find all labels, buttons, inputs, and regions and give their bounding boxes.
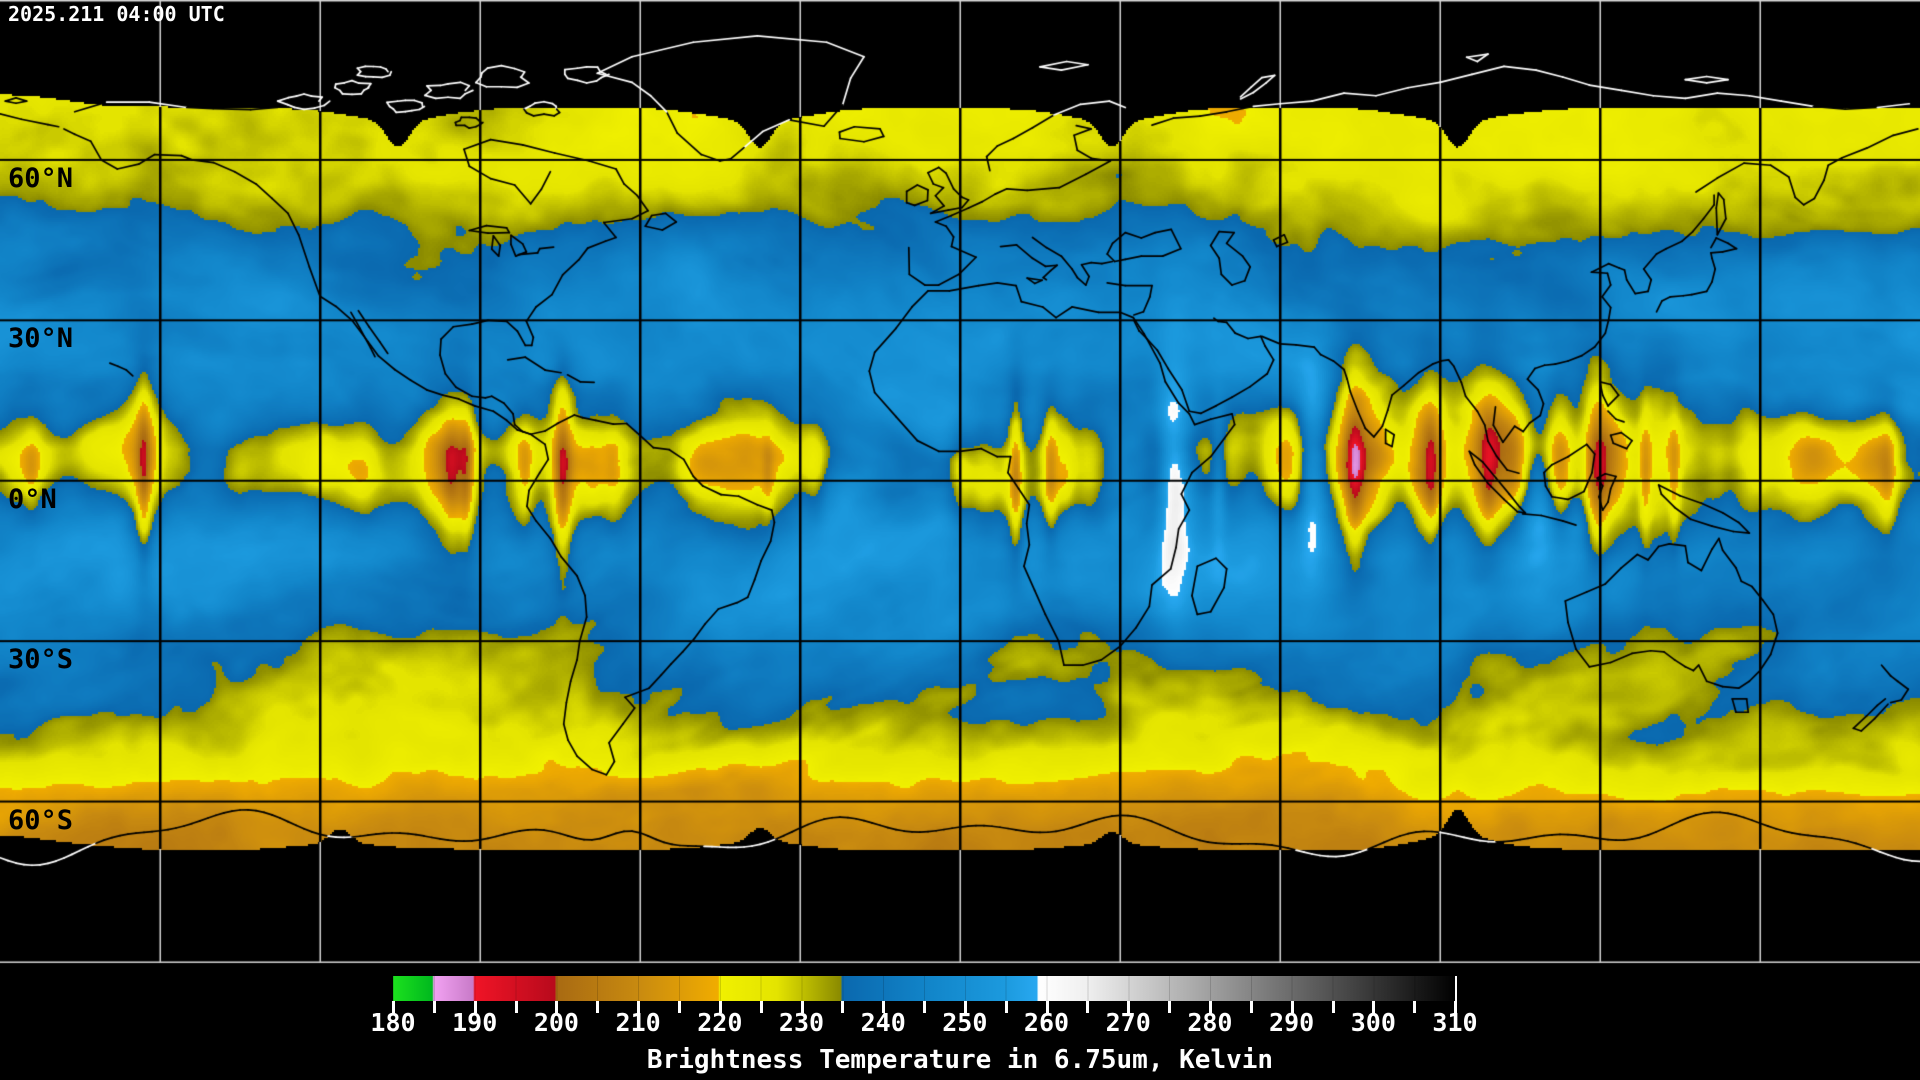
colorbar-tick — [432, 1001, 436, 1013]
colorbar-tick — [963, 1001, 967, 1013]
colorbar-tick — [473, 1001, 477, 1013]
colorbar-tick — [514, 1001, 518, 1013]
latitude-label: 30°S — [8, 644, 74, 675]
timestamp: 2025.211 04:00 UTC — [8, 2, 225, 26]
colorbar-tick — [718, 1001, 722, 1013]
colorbar-tick — [1290, 1001, 1294, 1013]
colorbar-tick — [841, 1001, 845, 1013]
colorbar-tick — [759, 1001, 763, 1013]
colorbar-tick — [637, 1001, 641, 1013]
colorbar-tick — [1249, 1001, 1253, 1013]
colorbar-tick — [1127, 1001, 1131, 1013]
latitude-label: 0°N — [8, 484, 57, 515]
colorbar-tick — [1454, 1001, 1457, 1013]
colorbar-tick — [1331, 1001, 1335, 1013]
colorbar-tick-label: 260 — [1023, 1008, 1070, 1037]
colorbar-tick — [882, 1001, 886, 1013]
colorbar-tick — [1413, 1001, 1417, 1013]
colorbar-tick — [555, 1001, 559, 1013]
colorbar-tick-label: 270 — [1105, 1008, 1151, 1037]
colorbar-tick — [923, 1001, 926, 1013]
colorbar-tick-label: 290 — [1269, 1008, 1315, 1037]
colorbar-tick-label: 230 — [778, 1008, 825, 1037]
colorbar-tick-label: 310 — [1432, 1008, 1478, 1037]
latitude-label: 60°S — [8, 805, 74, 836]
colorbar-cell-steps — [393, 976, 1455, 1001]
latitude-label: 30°N — [8, 323, 74, 354]
colorbar-tick — [1168, 1001, 1172, 1013]
colorbar: 180 190 200 210 220 230 240 250 260 270 280 290 300 3… — [370, 976, 1478, 1035]
colorbar-tick-label: 190 — [452, 1008, 498, 1037]
colorbar-tick — [677, 1001, 681, 1013]
colorbar-tick — [1004, 1001, 1008, 1013]
colorbar-tick-label: 220 — [697, 1008, 743, 1037]
colorbar-tick-label: 200 — [533, 1008, 579, 1037]
colorbar-tick-label: 280 — [1187, 1008, 1233, 1037]
colorbar-tick-label: 300 — [1350, 1008, 1396, 1037]
colorbar-tick — [596, 1001, 600, 1013]
colorbar-tick-label: 180 — [370, 1008, 416, 1037]
colorbar-tick — [392, 1001, 395, 1013]
colorbar-gradient — [393, 976, 1457, 1001]
colorbar-tick — [1045, 1001, 1049, 1013]
colorbar-tick-label: 240 — [860, 1008, 906, 1037]
colorbar-tick — [1372, 1001, 1376, 1013]
colorbar-tick — [1208, 1001, 1212, 1013]
colorbar-tick — [1086, 1001, 1090, 1013]
colorbar-title: Brightness Temperature in 6.75um, Kelvin — [646, 1045, 1274, 1075]
colorbar-tick-label: 250 — [942, 1008, 988, 1037]
colorbar-tick — [800, 1001, 804, 1013]
latitude-label: 60°N — [8, 163, 74, 194]
colorbar-tick-label: 210 — [615, 1008, 661, 1037]
